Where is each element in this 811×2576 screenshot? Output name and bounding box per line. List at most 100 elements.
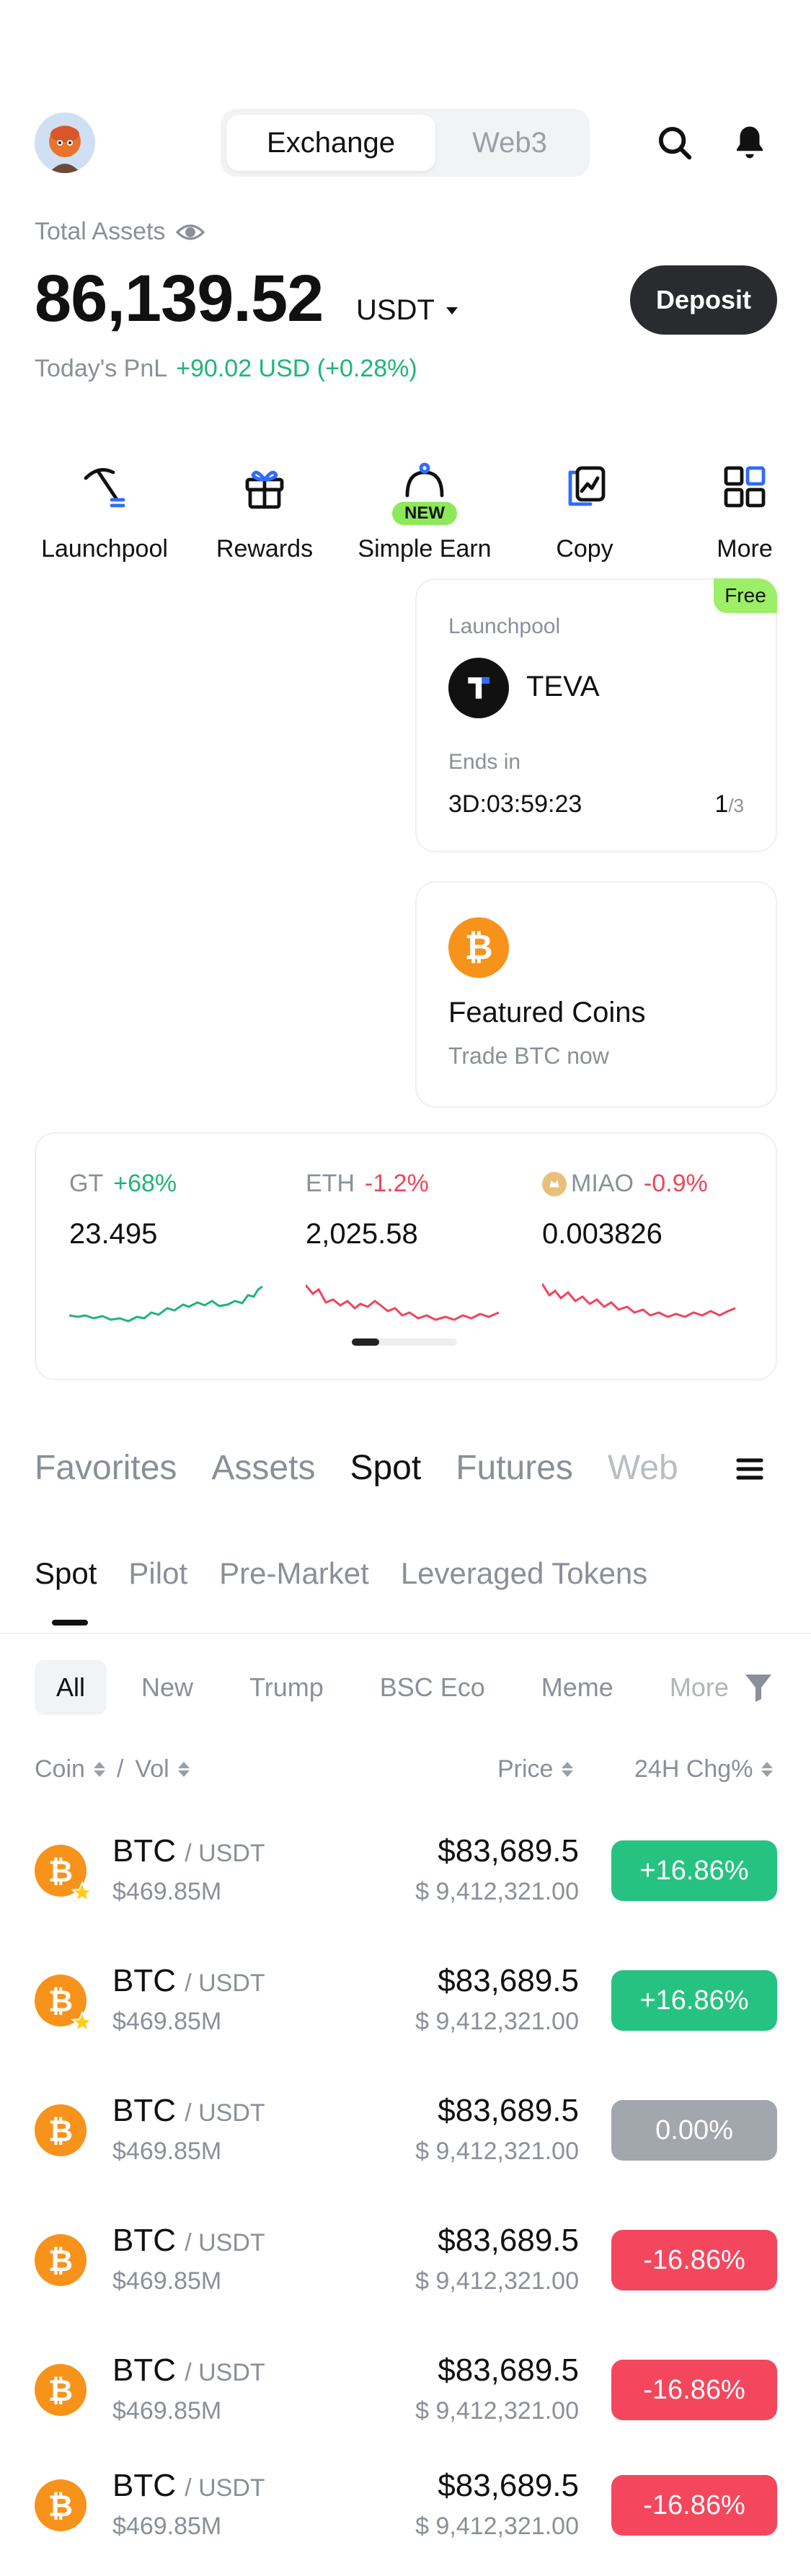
pair-price-fiat: $ 9,412,321.00 [415,1878,579,1905]
pair-name: BTC / USDT [112,1963,265,1999]
pair-price: $83,689.5 [438,1833,579,1869]
quick-action-launchpool[interactable]: Launchpool [29,454,180,563]
change-badge[interactable]: -16.86% [611,2360,777,2420]
pager-current: 1 [714,790,729,818]
ticker-eth[interactable]: ETH -1.2% 2,025.58 [304,1170,500,1329]
sort-icon [761,1762,774,1777]
change-badge[interactable]: -16.86% [611,2475,777,2536]
filter-icon[interactable] [743,1670,774,1708]
btc-coin-icon: ₿ [35,2234,87,2286]
subtab-pre-market[interactable]: Pre-Market [219,1556,369,1590]
market-row[interactable]: ₿ BTC / USDT $469.85M $83,689.5 $ 9,412,… [0,2446,811,2576]
col-change[interactable]: 24H Chg% [634,1755,774,1783]
quick-action-rewards[interactable]: Rewards [189,454,340,563]
pair-volume: $469.85M [112,2397,222,2425]
pair-volume: $469.85M [112,2008,222,2035]
chip-bsc-eco[interactable]: BSC Eco [379,1672,485,1702]
avatar[interactable] [35,113,95,173]
eye-icon[interactable] [175,221,205,243]
quick-action-label: Launchpool [41,535,168,563]
sort-icon [93,1762,105,1777]
pnl-label: Today's PnL [35,355,168,382]
exchange-web3-switch: Exchange Web3 [221,109,590,177]
chip-all[interactable]: All [35,1660,107,1715]
favorite-star-icon[interactable] [71,2011,94,2034]
col-coin-vol[interactable]: Coin / Vol [35,1755,190,1783]
pair-base: BTC [112,2223,176,2258]
main-tabs: Favorites Assets Spot Futures Web [35,1448,678,1488]
filter-chips: All New Trump BSC Eco Meme More [35,1660,750,1715]
tab-favorites[interactable]: Favorites [35,1449,177,1487]
miao-coin-icon [542,1171,567,1196]
pair-quote: / USDT [185,2229,265,2257]
pair-name: BTC / USDT [112,2468,265,2504]
chip-trump[interactable]: Trump [249,1672,324,1702]
favorite-star-icon[interactable] [71,1881,94,1904]
ticker-miao[interactable]: MIAO -0.9% 0.003826 [541,1170,737,1329]
chip-meme[interactable]: Meme [541,1672,613,1702]
deposit-button[interactable]: Deposit [630,265,777,335]
chip-new[interactable]: New [141,1672,194,1702]
copy-trade-icon [552,454,617,519]
tab-web3[interactable]: Web3 [472,126,547,159]
menu-icon[interactable] [728,1450,771,1488]
tab-exchange[interactable]: Exchange [226,115,435,171]
ticker-change: -0.9% [643,1170,708,1197]
change-badge[interactable]: 0.00% [611,2100,777,2161]
pickaxe-icon [72,454,137,519]
featured-coins-card[interactable]: ₿ Featured Coins Trade BTC now [415,881,777,1108]
pair-price-fiat: $ 9,412,321.00 [415,2513,579,2540]
ticker-price: 2,025.58 [306,1218,418,1250]
market-row[interactable]: ₿ BTC / USDT $469.85M $83,689.5 $ 9,412,… [0,2331,811,2461]
subtab-leveraged-tokens[interactable]: Leveraged Tokens [400,1556,648,1590]
market-row[interactable]: ₿ BTC / USDT $469.85M $83,689.5 $ 9,412,… [0,2071,811,2201]
change-badge[interactable]: +16.86% [611,1840,777,1901]
tab-web3[interactable]: Web [607,1449,678,1487]
pair-quote: / USDT [185,1970,265,1997]
quick-action-label: More [717,535,773,563]
subtab-pilot[interactable]: Pilot [128,1556,188,1590]
market-row[interactable]: ₿ BTC / USDT $469.85M $83,689.5 $ 9,412,… [0,2201,811,2331]
search-icon[interactable] [652,120,698,166]
launchpool-card-title: Launchpool [448,614,561,638]
tab-futures[interactable]: Futures [456,1449,573,1487]
pair-quote: / USDT [185,2359,265,2386]
sparkline-down [541,1283,736,1318]
quick-action-label: Copy [556,535,613,563]
chip-more[interactable]: More [669,1672,729,1702]
pair-base: BTC [112,2468,176,2503]
launchpool-card[interactable]: Free Launchpool TEVA Ends in 3D:03:59:23… [415,578,777,852]
subtab-spot[interactable]: Spot [35,1556,97,1590]
col-change-label: 24H Chg% [634,1755,753,1783]
ticker-change: +68% [113,1170,177,1197]
pair-price: $83,689.5 [438,2352,579,2388]
bell-icon[interactable] [727,120,773,166]
free-badge: Free [714,578,777,613]
pair-price: $83,689.5 [438,2468,579,2503]
btc-coin-icon: ₿ [35,2104,87,2156]
btc-coin-icon: ₿ [448,917,509,978]
featured-coins-title: Featured Coins [448,997,646,1028]
card-pager: 1/3 [714,790,744,819]
change-badge[interactable]: +16.86% [611,1970,777,2031]
market-row[interactable]: ₿ BTC / USDT $469.85M $83,689.5 $ 9,412,… [0,1941,811,2071]
pair-quote: / USDT [185,1840,265,1867]
col-separator: / [116,1755,124,1783]
piggy-bank-icon: NEW [392,454,457,525]
quick-action-simple-earn[interactable]: NEW Simple Earn [349,454,500,563]
ends-in-label: Ends in [448,750,521,774]
ticker-gt[interactable]: GT +68% 23.495 [68,1170,264,1329]
currency-selector[interactable]: USDT [356,294,459,327]
pair-base: BTC [112,1963,176,1998]
pair-price-fiat: $ 9,412,321.00 [415,2138,579,2165]
pair-price-fiat: $ 9,412,321.00 [415,2397,579,2425]
col-price[interactable]: Price [497,1755,574,1783]
market-row[interactable]: ₿ BTC / USDT $469.85M $83,689.5 $ 9,412,… [0,1812,811,1941]
change-badge[interactable]: -16.86% [611,2230,777,2290]
btc-coin-icon: ₿ [35,1845,87,1897]
total-assets-label: Total Assets [35,218,205,246]
tab-assets[interactable]: Assets [211,1449,316,1487]
quick-action-copy[interactable]: Copy [509,454,660,563]
quick-action-more[interactable]: More [669,454,811,563]
tab-spot[interactable]: Spot [350,1449,422,1487]
